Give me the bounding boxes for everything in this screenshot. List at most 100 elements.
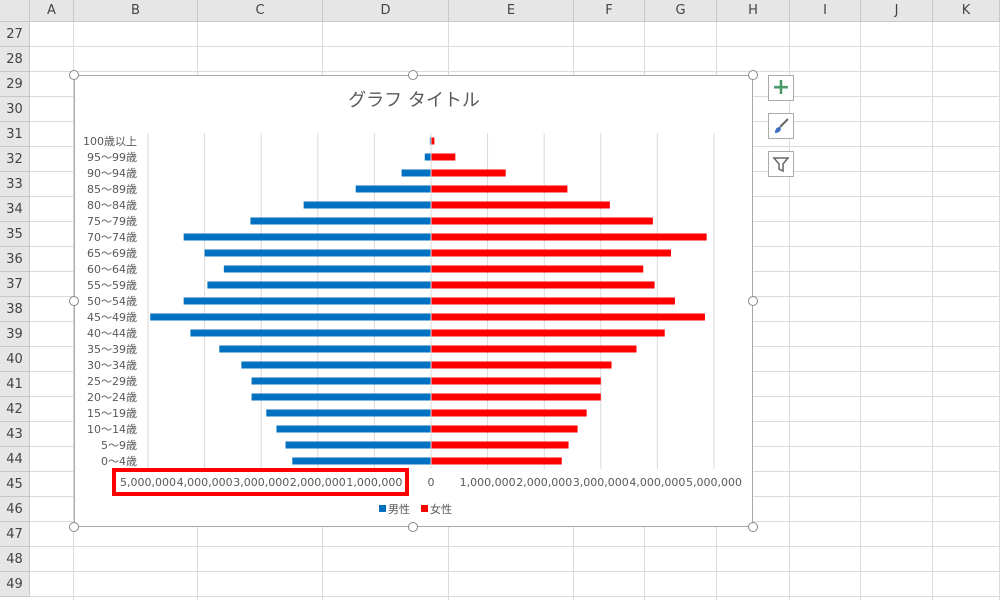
resize-handle[interactable]	[68, 521, 79, 532]
highlight-box	[112, 468, 409, 496]
chart-filters-button[interactable]	[768, 151, 794, 177]
bar-female	[431, 265, 644, 273]
category-label: 10〜14歳	[87, 423, 137, 436]
bar-female	[431, 361, 612, 369]
row-header-46[interactable]: 46	[0, 497, 30, 522]
row-header-43[interactable]: 43	[0, 422, 30, 447]
x-tick-label: 1,000,000	[460, 476, 516, 489]
bar-female	[431, 281, 655, 289]
x-tick-label: 2,000,000	[290, 476, 346, 489]
chart-styles-button[interactable]	[768, 113, 794, 139]
bar-female	[431, 153, 456, 161]
bar-male	[355, 185, 431, 193]
row-header-48[interactable]: 48	[0, 547, 30, 572]
resize-handle[interactable]	[407, 69, 418, 80]
legend-swatch-female	[421, 505, 428, 512]
column-header-G[interactable]: G	[645, 0, 717, 22]
row-header-35[interactable]: 35	[0, 222, 30, 247]
bar-male	[250, 217, 431, 225]
chart-area[interactable]: グラフ タイトル 100歳以上 95〜99歳 90〜94歳 85〜89歳 80〜84歳 7…	[74, 75, 753, 527]
column-gridline	[73, 22, 74, 600]
row-header-37[interactable]: 37	[0, 272, 30, 297]
row-header-29[interactable]: 29	[0, 72, 30, 97]
column-header-C[interactable]: C	[198, 0, 323, 22]
row-header-39[interactable]: 39	[0, 322, 30, 347]
row-header-38[interactable]: 38	[0, 297, 30, 322]
chart-elements-button[interactable]: +	[768, 75, 794, 101]
row-gridline	[30, 71, 1000, 72]
row-header-36[interactable]: 36	[0, 247, 30, 272]
bar-female	[431, 425, 578, 433]
column-header-A[interactable]: A	[30, 0, 74, 22]
bar-male	[219, 345, 431, 353]
row-gridline	[30, 596, 1000, 597]
row-header-45[interactable]: 45	[0, 472, 30, 497]
select-all-corner[interactable]	[0, 0, 30, 22]
category-label: 50〜54歳	[87, 295, 137, 308]
column-header-D[interactable]: D	[323, 0, 449, 22]
bar-male	[183, 297, 431, 305]
row-header-31[interactable]: 31	[0, 122, 30, 147]
column-header-B[interactable]: B	[74, 0, 198, 22]
row-header-27[interactable]: 27	[0, 22, 30, 47]
row-header-41[interactable]: 41	[0, 372, 30, 397]
column-gridline	[789, 22, 790, 600]
row-header-40[interactable]: 40	[0, 347, 30, 372]
category-label: 5〜9歳	[101, 439, 137, 452]
category-label: 40〜44歳	[87, 327, 137, 340]
category-label: 80〜84歳	[87, 199, 137, 212]
column-header-I[interactable]: I	[790, 0, 861, 22]
bar-male	[150, 313, 431, 321]
resize-handle[interactable]	[747, 521, 758, 532]
column-header-F[interactable]: F	[574, 0, 645, 22]
resize-handle[interactable]	[407, 521, 418, 532]
bar-female	[431, 393, 601, 401]
category-label: 20〜24歳	[87, 391, 137, 404]
row-header-34[interactable]: 34	[0, 197, 30, 222]
column-header-J[interactable]: J	[861, 0, 933, 22]
column-header-E[interactable]: E	[449, 0, 574, 22]
bar-male	[204, 249, 431, 257]
legend-swatch-male	[379, 505, 386, 512]
column-gridline	[932, 22, 933, 600]
bar-female	[431, 377, 601, 385]
bar-female	[431, 441, 569, 449]
category-label: 45〜49歳	[87, 311, 137, 324]
bar-male	[266, 409, 431, 417]
row-header-28[interactable]: 28	[0, 47, 30, 72]
bar-female	[431, 169, 506, 177]
resize-handle[interactable]	[747, 69, 758, 80]
bar-male	[276, 425, 431, 433]
bar-male	[424, 153, 431, 161]
row-header-33[interactable]: 33	[0, 172, 30, 197]
column-header-H[interactable]: H	[717, 0, 790, 22]
row-header-47[interactable]: 47	[0, 522, 30, 547]
category-label: 90〜94歳	[87, 167, 137, 180]
bar-male	[429, 137, 431, 145]
category-label: 30〜34歳	[87, 359, 137, 372]
population-pyramid-chart: グラフ タイトル 100歳以上 95〜99歳 90〜94歳 85〜89歳 80〜84歳 7…	[83, 90, 742, 516]
bar-female	[431, 329, 665, 337]
bar-male	[183, 233, 431, 241]
category-label: 25〜29歳	[87, 375, 137, 388]
row-header-32[interactable]: 32	[0, 147, 30, 172]
bar-male	[241, 361, 431, 369]
column-header-K[interactable]: K	[933, 0, 1000, 22]
brush-icon	[775, 118, 789, 133]
resize-handle[interactable]	[747, 295, 758, 306]
legend-label-male: 男性	[388, 502, 410, 516]
row-header-30[interactable]: 30	[0, 97, 30, 122]
bar-male	[401, 169, 431, 177]
row-header-42[interactable]: 42	[0, 397, 30, 422]
plus-icon: +	[771, 75, 791, 100]
bar-female	[431, 249, 671, 257]
x-tick-label: 5,000,000	[120, 476, 176, 489]
row-header-49[interactable]: 49	[0, 572, 30, 597]
resize-handle[interactable]	[68, 295, 79, 306]
bar-female	[431, 345, 637, 353]
row-header-44[interactable]: 44	[0, 447, 30, 472]
bar-female	[431, 201, 610, 209]
resize-handle[interactable]	[68, 69, 79, 80]
chart-title[interactable]: グラフ タイトル	[348, 90, 480, 111]
bar-female	[431, 185, 568, 193]
